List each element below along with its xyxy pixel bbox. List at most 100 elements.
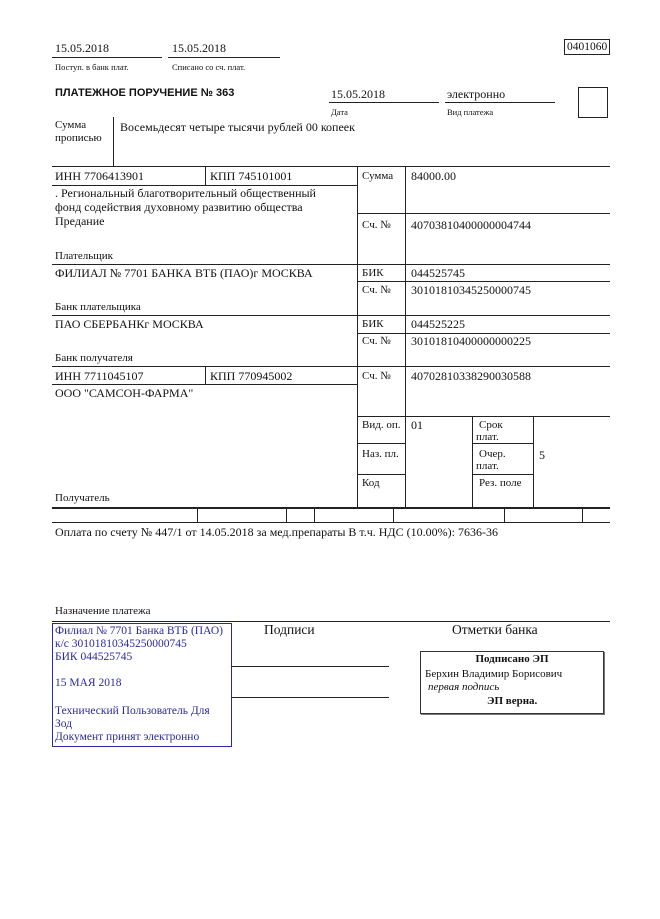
divider xyxy=(357,281,610,282)
label-received: Поступ. в банк плат. xyxy=(55,62,129,72)
divider xyxy=(357,333,610,334)
divider xyxy=(393,507,394,522)
divider xyxy=(472,474,533,475)
term-label: Срок xyxy=(479,419,503,431)
date-received: 15.05.2018 xyxy=(55,41,109,55)
divider xyxy=(52,522,610,523)
underline xyxy=(329,102,439,103)
payer-name: . Региональный благотворительный обществ… xyxy=(55,186,316,200)
payer-account-label: Сч. № xyxy=(362,219,391,231)
payee-bank-bik: 044525225 xyxy=(411,317,465,331)
priority: 5 xyxy=(539,448,545,462)
bank-stamp xyxy=(52,623,232,747)
payer-name: Предание xyxy=(55,214,105,228)
reserved-label: Рез. поле xyxy=(479,477,522,489)
divider xyxy=(52,166,610,167)
divider xyxy=(52,185,357,186)
bank-marks-label: Отметки банка xyxy=(452,622,538,637)
purpose-label: Назначение платежа xyxy=(55,605,151,617)
payee-inn: ИНН 7711045107 xyxy=(55,369,144,383)
payee-bank-name: ПАО СБЕРБАНКг МОСКВА xyxy=(55,317,204,331)
purpose-code-label: Наз. пл. xyxy=(362,448,399,460)
payee-account: 40702810338290030588 xyxy=(411,369,531,383)
divider xyxy=(582,507,583,522)
payee-bank-bik-label: БИК xyxy=(362,318,384,330)
amount-words: Восемьдесят четыре тысячи рублей 00 копе… xyxy=(120,120,355,134)
divider xyxy=(314,507,315,522)
order-title: ПЛАТЕЖНОЕ ПОРУЧЕНИЕ № 363 xyxy=(55,87,235,99)
divider xyxy=(52,507,610,509)
payee-bank-label: Банк получателя xyxy=(55,352,133,364)
payer-inn: ИНН 7706413901 xyxy=(55,169,144,183)
label-debited: Списано со сч. плат. xyxy=(172,62,246,72)
divider xyxy=(205,366,206,384)
payer-bank-bik: 044525745 xyxy=(411,266,465,280)
signed-label: Подписано ЭП xyxy=(475,653,549,665)
payer-bank-label: Банк плательщика xyxy=(55,301,141,313)
signature-line xyxy=(231,666,389,667)
stamp-line: БИК 044525745 xyxy=(55,651,133,663)
underline xyxy=(168,57,280,58)
divider xyxy=(472,443,533,444)
stamp-line: Филиал № 7701 Банка ВТБ (ПАО) xyxy=(55,625,223,637)
divider xyxy=(357,416,610,417)
divider xyxy=(286,507,287,522)
payment-type: электронно xyxy=(447,87,506,101)
payer-bank-name: ФИЛИАЛ № 7701 БАНКА ВТБ (ПАО)г МОСКВА xyxy=(55,266,313,280)
divider xyxy=(52,366,610,367)
signature-stamp xyxy=(420,651,604,714)
payee-name: ООО "САМСОН-ФАРМА" xyxy=(55,386,194,400)
priority-label-2: плат. xyxy=(476,460,499,472)
signatures-label: Подписи xyxy=(264,622,315,637)
payment-purpose: Оплата по счету № 447/1 от 14.05.2018 за… xyxy=(55,525,498,539)
date-label: Дата xyxy=(331,107,348,117)
divider xyxy=(52,264,610,265)
underline xyxy=(52,57,162,58)
date-debited: 15.05.2018 xyxy=(172,41,226,55)
payer-kpp: КПП 745101001 xyxy=(210,169,293,183)
stamp-line: 15 МАЯ 2018 xyxy=(55,677,122,689)
order-date: 15.05.2018 xyxy=(331,87,385,101)
divider xyxy=(357,213,610,214)
divider xyxy=(113,117,114,166)
amount-label: Сумма xyxy=(362,170,394,182)
stamp-line: к/с 30101810345250000745 xyxy=(55,638,187,650)
payment-type-label: Вид платежа xyxy=(447,107,494,117)
stamp-line: Документ принят электронно xyxy=(55,731,200,743)
payer-name: фонд содействия духовному развитию общес… xyxy=(55,200,303,214)
divider xyxy=(205,166,206,185)
payer-label: Плательщик xyxy=(55,250,113,262)
divider xyxy=(52,621,610,622)
signature-line xyxy=(231,697,389,698)
divider xyxy=(52,384,357,385)
term-label-2: плат. xyxy=(476,431,499,443)
payer-bank-account-label: Сч. № xyxy=(362,284,391,296)
payee-account-label: Сч. № xyxy=(362,370,391,382)
empty-box xyxy=(578,87,608,118)
code-label: Код xyxy=(362,477,380,489)
payee-label: Получатель xyxy=(55,492,110,504)
signer-name: Берхин Владимир Борисович xyxy=(425,668,563,680)
amount: 84000.00 xyxy=(411,169,456,183)
amount-words-label: Сумма xyxy=(55,119,87,131)
verified-label: ЭП верна. xyxy=(487,695,538,707)
payee-kpp: КПП 770945002 xyxy=(210,369,293,383)
payer-bank-bik-label: БИК xyxy=(362,267,384,279)
payee-bank-account: 30101810400000000225 xyxy=(411,334,531,348)
divider xyxy=(504,507,505,522)
amount-words-label-2: прописью xyxy=(55,132,102,144)
op-type-label: Вид. оп. xyxy=(362,419,401,431)
divider xyxy=(52,315,610,316)
divider xyxy=(197,507,198,522)
form-code: 0401060 xyxy=(564,39,611,55)
stamp-line: Зод xyxy=(55,718,73,730)
underline xyxy=(445,102,555,103)
payee-bank-account-label: Сч. № xyxy=(362,335,391,347)
divider xyxy=(357,166,358,507)
payer-bank-account: 30101810345250000745 xyxy=(411,283,531,297)
payer-account: 40703810400000004744 xyxy=(411,218,531,232)
divider xyxy=(472,416,473,507)
priority-label: Очер. xyxy=(479,448,506,460)
divider xyxy=(357,474,405,475)
